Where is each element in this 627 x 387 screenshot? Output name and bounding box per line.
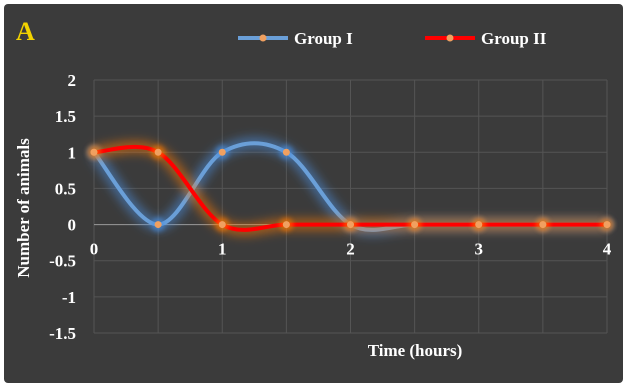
data-point xyxy=(411,221,419,229)
series-2 xyxy=(87,140,614,236)
x-axis-title: Time (hours) xyxy=(368,341,463,360)
y-axis-title: Number of animals xyxy=(14,138,33,278)
data-point xyxy=(539,221,547,229)
tick-layer: 2 1.5 1 0.5 0 -0.5 -1 -1.5 0 1 2 3 4 xyxy=(49,71,612,343)
panel-letter: A xyxy=(16,17,35,46)
y-tick-label: -0.5 xyxy=(49,252,76,271)
y-tick-label: 0.5 xyxy=(55,179,76,198)
x-tick-label: 0 xyxy=(90,240,99,259)
y-tick-label: -1 xyxy=(62,288,76,307)
data-point xyxy=(154,221,162,229)
y-tick-label: -1.5 xyxy=(49,324,76,343)
x-tick-label: 4 xyxy=(603,240,612,259)
y-tick-label: 1.5 xyxy=(55,107,76,126)
legend-item-2: Group II xyxy=(425,29,547,48)
data-point xyxy=(90,148,98,156)
y-tick-label: 2 xyxy=(68,71,77,90)
x-tick-label: 2 xyxy=(346,240,355,259)
y-tick-label: 1 xyxy=(68,143,77,162)
data-point xyxy=(218,148,226,156)
legend-marker xyxy=(259,34,267,42)
data-point xyxy=(218,221,226,229)
legend-item-1: Group I xyxy=(238,29,353,48)
legend-marker xyxy=(446,34,454,42)
data-point xyxy=(282,221,290,229)
data-point xyxy=(282,148,290,156)
series-layer xyxy=(87,137,614,236)
legend: Group I Group II xyxy=(238,29,547,48)
data-point xyxy=(347,221,354,229)
legend-label: Group II xyxy=(481,29,547,48)
x-tick-label: 1 xyxy=(218,240,227,259)
y-tick-label: 0 xyxy=(68,216,77,235)
data-point xyxy=(475,221,483,229)
legend-label: Group I xyxy=(294,29,353,48)
data-point xyxy=(603,221,611,229)
chart-background xyxy=(4,4,623,383)
data-point xyxy=(154,148,162,156)
x-tick-label: 3 xyxy=(475,240,484,259)
